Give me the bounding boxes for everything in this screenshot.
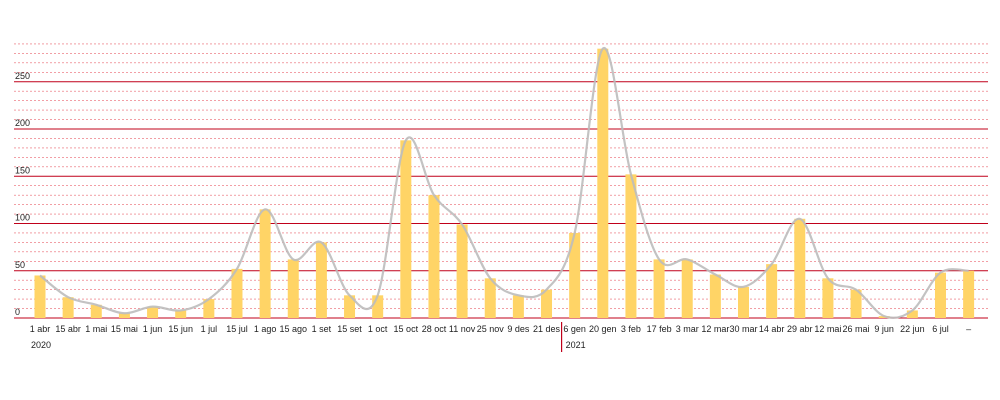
x-tick-label: 15 jun — [168, 324, 193, 334]
x-tick-label: 20 gen — [589, 324, 617, 334]
y-tick-label: 100 — [15, 213, 30, 223]
x-axis-ticks: 1 abr 15 abr 1 mai 15 mai 1 jun 15 jun 1 jul 15… — [30, 324, 971, 334]
x-tick-label: 15 mai — [111, 324, 138, 334]
x-tick-label: 1 oct — [368, 324, 388, 334]
year-label: 2020 — [31, 340, 51, 350]
y-tick-label: 50 — [15, 260, 25, 270]
x-tick-label: 1 jun — [143, 324, 163, 334]
x-tick-label: 15 jul — [226, 324, 248, 334]
bar — [231, 268, 243, 318]
y-axis-ticks: 0 50 100 150 200 250 — [15, 71, 30, 317]
bar — [541, 289, 553, 318]
x-tick-label: 1 mai — [85, 324, 107, 334]
x-tick-label: 15 oct — [394, 324, 419, 334]
bar — [681, 259, 693, 318]
bar — [934, 272, 946, 318]
x-tick-label: 12 mar — [701, 324, 729, 334]
bar — [709, 274, 721, 318]
x-tick-label: 6 jul — [932, 324, 949, 334]
bar — [822, 278, 834, 318]
x-tick-label: 15 ago — [279, 324, 307, 334]
bar — [597, 48, 609, 319]
bar — [456, 224, 468, 318]
y-tick-label: 250 — [15, 71, 30, 81]
x-tick-label: 15 abr — [55, 324, 81, 334]
x-tick-label: 1 abr — [30, 324, 51, 334]
bar — [287, 259, 299, 318]
x-tick-label: 9 des — [507, 324, 530, 334]
y-tick-label: 150 — [15, 165, 30, 175]
trend-line — [39, 47, 969, 319]
bar — [118, 313, 130, 318]
bar — [315, 242, 327, 318]
x-tick-label: 14 abr — [759, 324, 785, 334]
bar — [90, 304, 102, 318]
x-tick-label: – — [966, 324, 971, 334]
bar — [484, 278, 496, 318]
bar — [147, 306, 159, 318]
bar — [766, 264, 778, 318]
bar — [372, 295, 384, 318]
bar — [175, 310, 187, 318]
bar — [62, 297, 74, 318]
bar — [344, 295, 356, 318]
bar — [512, 295, 524, 318]
y-tick-label: 0 — [15, 307, 20, 317]
x-tick-label: 28 oct — [422, 324, 447, 334]
bar — [625, 174, 637, 318]
x-tick-label: 1 set — [312, 324, 332, 334]
bar — [794, 218, 806, 318]
bar — [400, 140, 412, 318]
x-tick-label: 29 abr — [787, 324, 813, 334]
bar — [203, 299, 215, 318]
x-tick-label: 12 mai — [814, 324, 841, 334]
y-tick-label: 200 — [15, 118, 30, 128]
grid-lines — [14, 43, 988, 319]
x-tick-label: 17 feb — [647, 324, 672, 334]
x-tick-label: 11 nov — [449, 324, 476, 334]
x-tick-label: 1 ago — [254, 324, 277, 334]
x-tick-label: 21 des — [533, 324, 561, 334]
x-tick-label: 22 jun — [900, 324, 925, 334]
bar — [906, 310, 918, 318]
x-tick-label: 25 nov — [477, 324, 505, 334]
x-tick-label: 26 mai — [843, 324, 870, 334]
x-tick-label: 3 feb — [621, 324, 641, 334]
bar — [428, 195, 440, 318]
year-labels: 2020 2021 — [31, 322, 586, 352]
bar — [653, 259, 665, 318]
bar — [850, 289, 862, 318]
bars — [34, 48, 975, 319]
x-tick-label: 9 jun — [874, 324, 894, 334]
bar — [569, 232, 581, 318]
bar — [963, 270, 975, 318]
year-label: 2021 — [566, 340, 586, 350]
x-tick-label: 15 set — [337, 324, 362, 334]
bar — [34, 275, 46, 318]
x-tick-label: 6 gen — [563, 324, 586, 334]
bar — [738, 286, 749, 318]
x-tick-label: 30 mar — [729, 324, 757, 334]
x-tick-label: 3 mar — [676, 324, 699, 334]
bar — [259, 209, 271, 318]
x-tick-label: 1 jul — [201, 324, 218, 334]
